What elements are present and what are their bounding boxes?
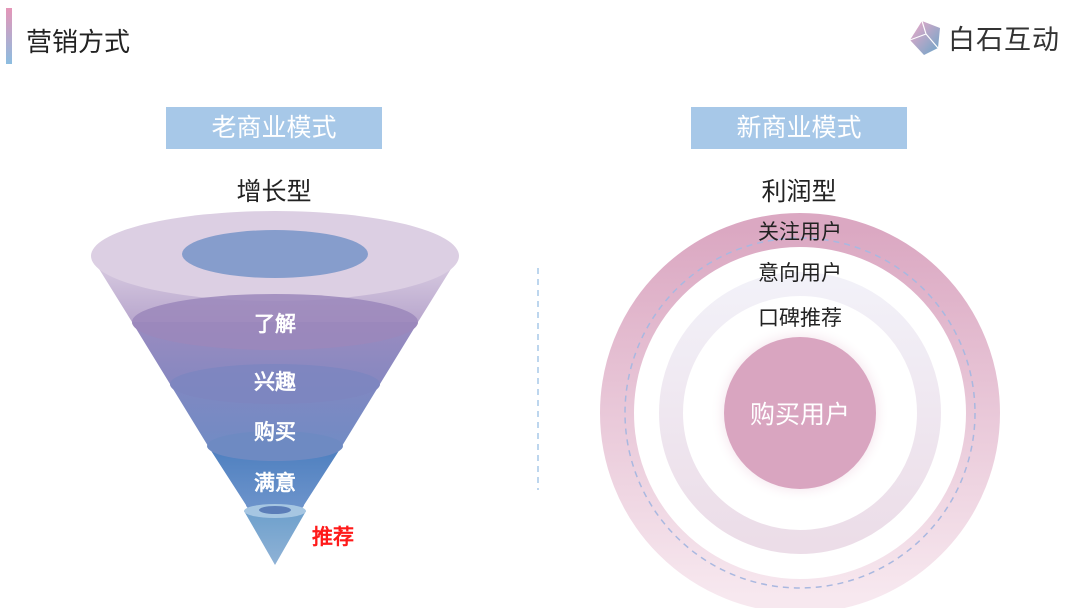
- title-accent-bar: [6, 8, 12, 64]
- funnel-label-3: 购买: [254, 420, 296, 444]
- new-model-tag: 新商业模式: [691, 107, 907, 149]
- ring-label-1: 关注用户: [758, 220, 842, 244]
- old-model-tag: 老商业模式: [166, 107, 382, 149]
- center-circle: [724, 337, 876, 489]
- rings: 关注用户 意向用户 口碑推荐 购买用户: [600, 213, 1000, 608]
- ring-label-2: 意向用户: [758, 261, 842, 285]
- funnel-layer-5: [244, 511, 306, 565]
- new-model-subtitle: 利润型: [761, 177, 837, 206]
- old-model-subtitle: 增长型: [236, 177, 312, 206]
- dashed-circle: [624, 237, 976, 589]
- funnel-label-2: 兴趣: [254, 370, 297, 394]
- funnel-layer-4: [208, 446, 342, 513]
- funnel: 了解 兴趣 购买 满意 推荐: [91, 211, 459, 565]
- logo: 白石互动: [908, 18, 1060, 57]
- funnel-top-opening: [182, 230, 368, 278]
- ring-label-3: 口碑推荐: [758, 306, 842, 330]
- page-title: 营销方式: [26, 28, 131, 58]
- funnel-label-5: 推荐: [312, 525, 354, 549]
- logo-gem-icon: [909, 20, 940, 55]
- funnel-label-4: 满意: [254, 471, 296, 495]
- outer-ring: [600, 213, 1000, 608]
- middle-ring: [659, 272, 941, 554]
- funnel-label-1: 了解: [254, 312, 296, 336]
- center-label: 购买用户: [750, 400, 850, 429]
